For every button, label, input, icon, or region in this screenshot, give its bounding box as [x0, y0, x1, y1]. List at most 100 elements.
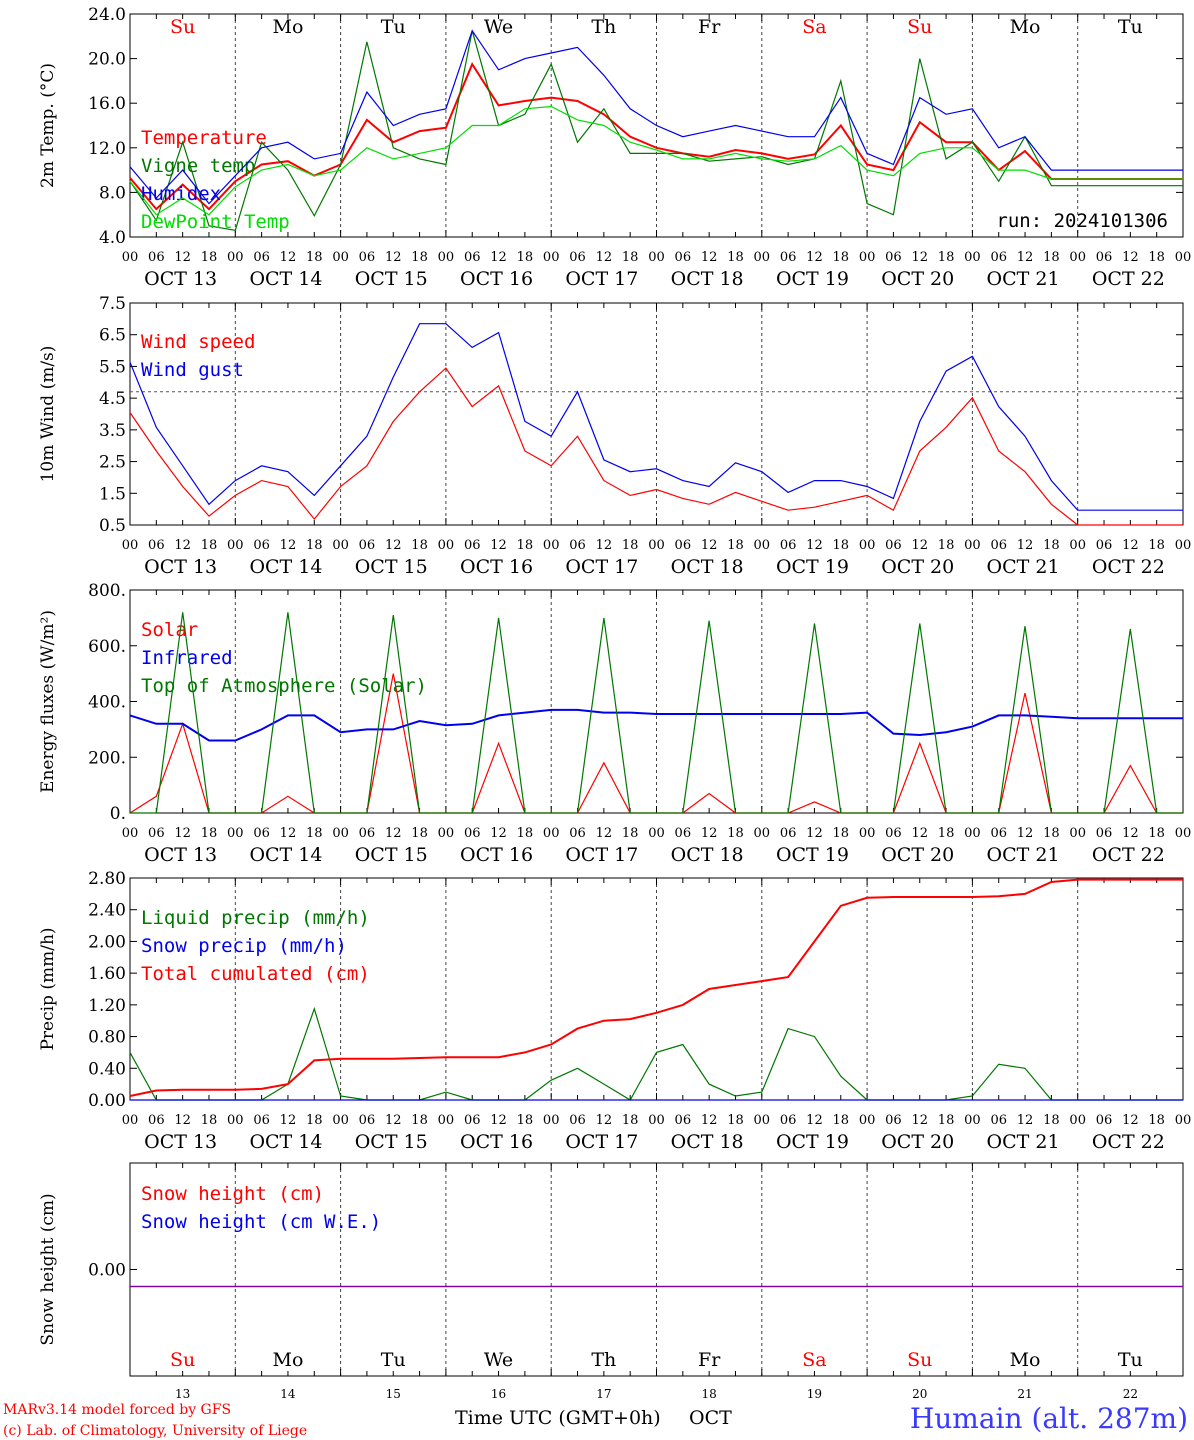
wind-y-axis-label: 10m Wind (m/s): [38, 346, 58, 483]
precip-hour-label: 18: [411, 1113, 428, 1128]
temp-hour-label: 18: [1148, 250, 1165, 265]
energy-date-label: OCT 16: [460, 844, 533, 866]
snow-y-axis-label: Snow height (cm): [38, 1193, 58, 1345]
precip-hour-label: 18: [517, 1113, 534, 1128]
temp-hour-label: 00: [648, 250, 665, 265]
precip-date-label: OCT 18: [671, 1131, 744, 1153]
wind-hour-label: 00: [648, 538, 665, 553]
precip-hour-label: 06: [464, 1113, 481, 1128]
energy-frame: [129, 589, 1184, 814]
temp-legend-entry: Vigne temp: [141, 155, 255, 177]
wind-hour-label: 00: [1069, 538, 1086, 553]
energy-hour-label: 18: [201, 826, 218, 841]
wind-date-label: OCT 16: [460, 556, 533, 578]
wind-hour-label: 00: [122, 538, 139, 553]
energy-date-label: OCT 15: [355, 844, 428, 866]
precip-hour-label: 06: [359, 1113, 376, 1128]
credit-line-2: (c) Lab. of Climatology, University of L…: [3, 1423, 307, 1439]
temp-date-label: OCT 15: [355, 268, 428, 290]
snow-day-name: Mo: [1010, 1349, 1041, 1371]
precip-hour-label: 00: [964, 1113, 981, 1128]
precip-hour-label: 00: [648, 1113, 665, 1128]
precip-y-tick-label: 1.60: [88, 964, 126, 984]
footer: MARv3.14 model forced by GFS (c) Lab. of…: [3, 1402, 1188, 1439]
temp-series-1: [129, 62, 1183, 211]
temp-legend-entry: Humidex: [141, 183, 221, 205]
precip-hour-label: 18: [1148, 1113, 1165, 1128]
energy-hour-label: 00: [122, 826, 139, 841]
temp-hour-label: 12: [1122, 250, 1139, 265]
precip-hour-label: 12: [174, 1113, 191, 1128]
temp-date-label: OCT 22: [1092, 268, 1165, 290]
precip-hour-label: 18: [622, 1113, 639, 1128]
wind-hour-label: 18: [938, 538, 955, 553]
wind-date-label: OCT 18: [671, 556, 744, 578]
energy-legend-entry: Solar: [141, 619, 198, 641]
precip-date-label: OCT 13: [144, 1131, 217, 1153]
wind-hour-label: 00: [438, 538, 455, 553]
temp-hour-label: 18: [622, 250, 639, 265]
temp-date-label: OCT 18: [671, 268, 744, 290]
energy-date-label: OCT 22: [1092, 844, 1165, 866]
energy-hour-label: 00: [438, 826, 455, 841]
day-number: 16: [491, 1387, 506, 1401]
wind-hour-label: 18: [833, 538, 850, 553]
x-axis-title: Time UTC (GMT+0h): [455, 1407, 661, 1429]
temp-hour-label: 18: [517, 250, 534, 265]
precip-hour-label: 12: [701, 1113, 718, 1128]
energy-hour-label: 18: [727, 826, 744, 841]
energy-hour-label: 00: [859, 826, 876, 841]
precip-hour-label: 00: [859, 1113, 876, 1128]
temp-hour-label: 06: [990, 250, 1007, 265]
wind-hour-label: 12: [701, 538, 718, 553]
temp-hour-label: 18: [411, 250, 428, 265]
energy-hour-label: 18: [1148, 826, 1165, 841]
precip-legend-entry: Total cumulated (cm): [141, 963, 370, 985]
temp-legend-entry: Temperature: [141, 127, 267, 149]
precip-hour-label: 18: [727, 1113, 744, 1128]
wind-hour-label: 00: [859, 538, 876, 553]
meteogram-panels: 4.0 8.0 12.0 16.0 20.0 24.0 2m Temp. (°C) Tempe…: [38, 5, 1191, 1401]
temp-y-tick-label: 24.0: [88, 5, 126, 25]
temp-date-label: OCT 16: [460, 268, 533, 290]
precip-hour-label: 00: [438, 1113, 455, 1128]
day-number: 18: [702, 1387, 717, 1401]
temp-hour-label: 00: [754, 250, 771, 265]
precip-y-tick-label: 1.20: [88, 996, 126, 1016]
precip-panel: 0.00 0.40 0.80 1.20 1.60 2.00 2.40 2.80 Precip (…: [38, 869, 1191, 1153]
wind-hour-label: 18: [622, 538, 639, 553]
station-label: Humain (alt. 287m): [910, 1402, 1188, 1435]
temp-date-label: OCT 17: [565, 268, 638, 290]
energy-hour-label: 12: [385, 826, 402, 841]
precip-hour-label: 12: [385, 1113, 402, 1128]
wind-date-label: OCT 15: [355, 556, 428, 578]
wind-hour-label: 12: [911, 538, 928, 553]
snow-day-name: Fr: [698, 1349, 721, 1371]
precip-hour-label: 06: [675, 1113, 692, 1128]
temp-hour-label: 12: [490, 250, 507, 265]
wind-hour-label: 06: [148, 538, 165, 553]
day-name: Su: [907, 16, 932, 38]
day-name: We: [484, 16, 513, 38]
day-number: 14: [280, 1387, 296, 1401]
energy-hour-label: 18: [1043, 826, 1060, 841]
precip-hour-label: 12: [1017, 1113, 1034, 1128]
precip-date-label: OCT 19: [776, 1131, 849, 1153]
temp-hour-label: 12: [806, 250, 823, 265]
wind-y-tick-label: 6.5: [99, 326, 126, 346]
precip-hour-label: 12: [1122, 1113, 1139, 1128]
energy-hour-label: 06: [569, 826, 586, 841]
temp-series-2: [129, 30, 1183, 231]
wind-date-label: OCT 21: [987, 556, 1060, 578]
wind-date-label: OCT 13: [144, 556, 217, 578]
energy-hour-label: 18: [938, 826, 955, 841]
precip-hour-label: 00: [227, 1113, 244, 1128]
precip-y-tick-label: 0.00: [88, 1091, 126, 1111]
energy-hour-label: 06: [464, 826, 481, 841]
precip-hour-label: 18: [306, 1113, 323, 1128]
snow-panel: 0.00 Snow height (cm) Snow height (cm) Snow…: [38, 1162, 1184, 1401]
temp-hour-label: 18: [938, 250, 955, 265]
precip-date-label: OCT 16: [460, 1131, 533, 1153]
temp-hour-label: 00: [332, 250, 349, 265]
snow-legend-entry: Snow height (cm W.E.): [141, 1211, 381, 1233]
